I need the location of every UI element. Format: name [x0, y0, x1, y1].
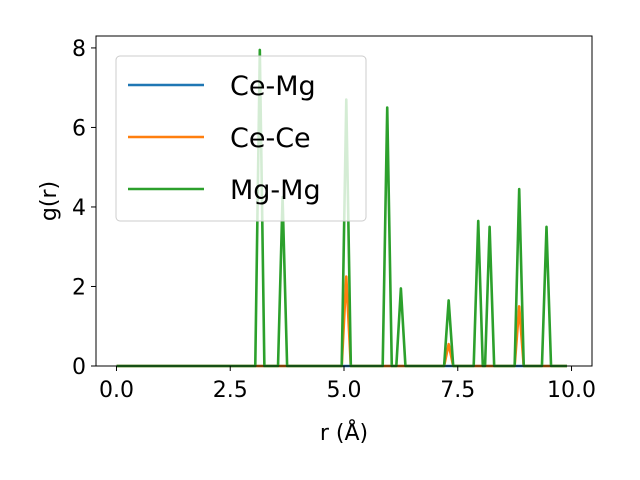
- x-tick-label: 10.0: [547, 378, 596, 403]
- legend-box: [115, 55, 367, 222]
- x-tick-label: 2.5: [213, 378, 248, 403]
- x-tick-label: 7.5: [440, 378, 475, 403]
- y-tick-label: 0: [72, 355, 86, 380]
- x-tick-label: 0.0: [99, 378, 134, 403]
- series-line-ce-ce: [116, 275, 567, 368]
- y-axis-label: g(r): [37, 181, 62, 221]
- legend-label-mg-mg: Mg-Mg: [230, 175, 321, 206]
- y-tick-label: 8: [72, 37, 86, 62]
- legend-label-ce-ce: Ce-Ce: [230, 123, 311, 154]
- y-tick-label: 4: [72, 196, 86, 221]
- legend: Ce-Mg Ce-Ce Mg-Mg: [115, 55, 367, 222]
- x-axis-ticks: 0.0 2.5 5.0 7.5 10.0: [99, 366, 596, 403]
- legend-items: Ce-Mg Ce-Ce Mg-Mg: [128, 71, 321, 206]
- x-axis-label: r (Å): [320, 419, 368, 446]
- y-axis-ticks: 0 2 4 6 8: [72, 37, 96, 380]
- x-tick-label: 5.0: [327, 378, 362, 403]
- y-tick-label: 2: [72, 275, 86, 300]
- y-tick-label: 6: [72, 116, 86, 141]
- legend-label-ce-mg: Ce-Mg: [230, 71, 316, 102]
